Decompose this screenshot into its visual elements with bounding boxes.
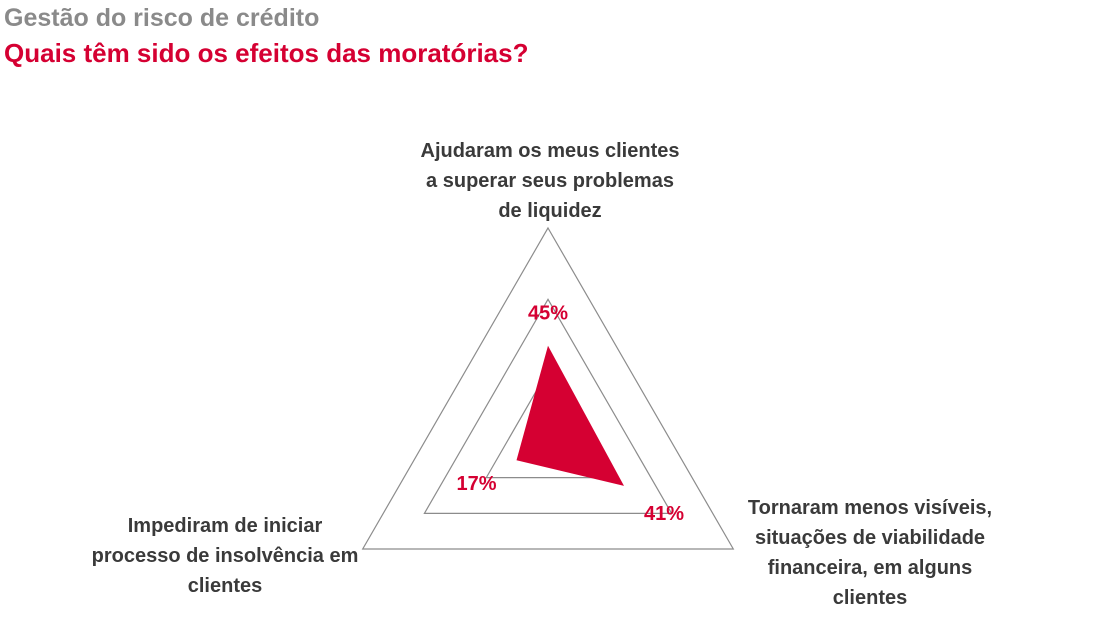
value-label-top: 45% — [528, 303, 568, 325]
value-label-right: 41% — [644, 503, 684, 525]
chart-supertitle: Gestão do risco de crédito — [4, 4, 320, 32]
chart-title: Quais têm sido os efeitos das moratórias… — [4, 38, 529, 68]
axis-label-line: Impediram de iniciar — [127, 515, 323, 537]
data-area — [516, 345, 624, 486]
axis-label-line: situações de viabilidade — [754, 527, 986, 549]
radar-data — [516, 345, 624, 486]
axis-label-line: Ajudaram os meus clientes — [420, 140, 680, 162]
axis-label-line: clientes — [832, 587, 908, 609]
axis-label-line: processo de insolvência em — [91, 545, 359, 567]
axis-label-line: a superar seus problemas — [426, 170, 674, 192]
axis-label-line: Tornaram menos visíveis, — [747, 497, 993, 519]
grid-ring-2 — [423, 298, 673, 515]
axis-label-line: clientes — [187, 575, 263, 597]
header: Gestão do risco de crédito Quais têm sid… — [4, 2, 1104, 72]
radar-value-labels: 45% 41% 17% — [456, 303, 684, 525]
axis-label-right: Tornaram menos visíveis, situações de vi… — [720, 493, 1020, 613]
axis-label-line: de liquidez — [498, 200, 602, 222]
axis-label-line: financeira, em alguns — [767, 557, 973, 579]
value-label-left: 17% — [456, 473, 496, 495]
axis-label-top: Ajudaram os meus clientes a superar seus… — [380, 136, 720, 226]
axis-label-left: Impediram de iniciar processo de insolvê… — [80, 511, 370, 601]
grid-ring-3 — [361, 226, 735, 550]
